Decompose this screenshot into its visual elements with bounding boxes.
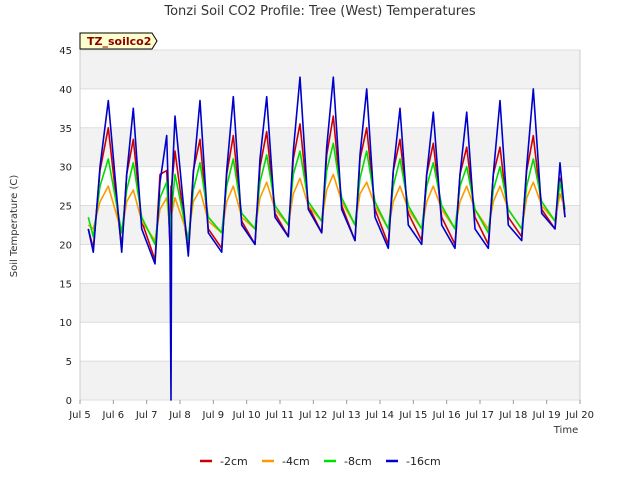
plot-background: [80, 50, 580, 400]
x-tick-label: Jul 19: [532, 410, 561, 421]
legend: -2cm -4cm -8cm -16cm: [200, 455, 441, 468]
x-tick-label: Jul 11: [265, 410, 294, 421]
y-tick-label: 10: [59, 318, 72, 329]
legend-item: -16cm: [386, 455, 441, 468]
legend-label: -8cm: [344, 455, 372, 468]
series-line--16cm: [87, 76, 566, 401]
x-tick-label: Jul 9: [202, 410, 225, 421]
y-tick-label: 5: [66, 357, 72, 368]
grid-band: [80, 361, 580, 400]
grid-band: [80, 205, 580, 245]
legend-label: -2cm: [220, 455, 248, 468]
legend-label: -4cm: [282, 455, 310, 468]
y-tick-label: 40: [59, 85, 72, 96]
series-line--8cm: [87, 142, 566, 246]
legend-item: -8cm: [324, 455, 372, 468]
x-tick-label: Jul 5: [68, 410, 91, 421]
y-tick-label: 20: [59, 240, 72, 251]
badge: TZ_soilco2: [79, 32, 158, 50]
grid-band: [80, 50, 580, 89]
y-tick-label: 25: [59, 202, 72, 213]
grid-lines: [79, 49, 581, 401]
legend-label: -16cm: [406, 455, 441, 468]
grid-band: [80, 283, 580, 323]
legend-item: -2cm: [200, 455, 248, 468]
x-tick-label: Jul 7: [135, 410, 158, 421]
y-tick-label: 30: [59, 163, 72, 174]
badge-label: TZ_soilco2: [87, 35, 151, 48]
y-tick-label: 35: [59, 124, 72, 135]
y-tick-label: 0: [66, 396, 72, 407]
x-tick-label: Jul 14: [365, 410, 394, 421]
x-axis-ticks: Jul 5 Jul 6 Jul 7 Jul 8 Jul 9 Jul 10 Jul 11 Jul…: [68, 400, 594, 421]
x-tick-label: Jul 6: [102, 410, 125, 421]
x-tick-label: Jul 13: [332, 410, 361, 421]
x-tick-label: Jul 18: [498, 410, 527, 421]
x-tick-label: Jul 20: [565, 410, 594, 421]
x-axis-label: Time: [553, 425, 578, 436]
chart-title: Tonzi Soil CO2 Profile: Tree (West) Temp…: [163, 4, 476, 19]
x-tick-label: Jul 8: [168, 410, 191, 421]
y-axis-ticks: 0 5 10 15 20 25 30 35 40 45: [59, 46, 72, 407]
x-tick-label: Jul 15: [398, 410, 427, 421]
series-lines: [87, 76, 566, 401]
x-tick-label: Jul 12: [298, 410, 327, 421]
legend-item: -4cm: [262, 455, 310, 468]
y-tick-label: 45: [59, 46, 72, 57]
x-tick-label: Jul 10: [232, 410, 261, 421]
x-tick-label: Jul 16: [432, 410, 461, 421]
x-tick-label: Jul 17: [465, 410, 494, 421]
y-axis-label: Soil Temperature (C): [9, 175, 20, 278]
y-tick-label: 15: [59, 279, 72, 290]
